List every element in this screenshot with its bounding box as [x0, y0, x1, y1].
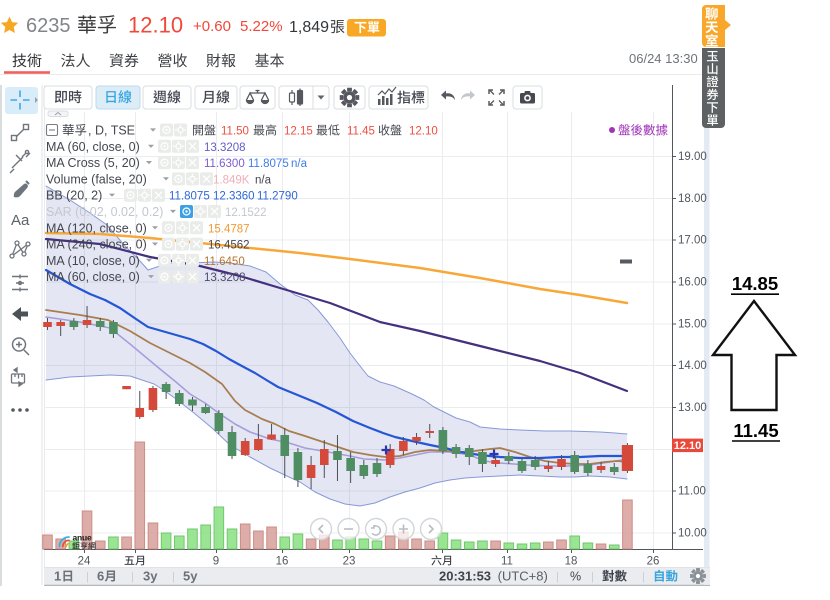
- svg-text:19.00: 19.00: [678, 151, 707, 163]
- svg-text:MA (60, close, 0): MA (60, close, 0): [46, 270, 140, 284]
- svg-text:MA (240, close, 0): MA (240, close, 0): [46, 238, 147, 252]
- svg-text:15.00: 15.00: [678, 318, 707, 330]
- svg-text:|: |: [642, 571, 645, 583]
- svg-text:11.6300: 11.6300: [204, 158, 245, 170]
- svg-text:13.3208: 13.3208: [204, 272, 246, 284]
- svg-text:12.10: 12.10: [409, 126, 438, 138]
- svg-text:9: 9: [213, 556, 219, 568]
- svg-text:13.3208: 13.3208: [204, 142, 246, 154]
- svg-text:1: 1: [54, 569, 61, 584]
- svg-text:BB (20, 2): BB (20, 2): [46, 189, 102, 203]
- svg-text:5.22%: 5.22%: [240, 18, 283, 35]
- svg-text:Aa: Aa: [11, 212, 30, 229]
- svg-text:14.85: 14.85: [732, 273, 778, 294]
- svg-text:Volume (false, 20): Volume (false, 20): [46, 172, 147, 186]
- svg-text:MA (10, close, 0): MA (10, close, 0): [46, 254, 140, 268]
- svg-text:18: 18: [565, 556, 578, 568]
- svg-text:12.1522: 12.1522: [225, 207, 267, 219]
- svg-text:MA (120, close, 0): MA (120, close, 0): [46, 221, 147, 235]
- svg-text:11.00: 11.00: [678, 486, 706, 498]
- svg-text:11.50: 11.50: [221, 126, 249, 138]
- svg-text:, D, TSE: , D, TSE: [88, 124, 135, 138]
- svg-text:06/24 13:30: 06/24 13:30: [629, 51, 698, 66]
- svg-text:11.8075: 11.8075: [248, 158, 289, 170]
- svg-text:11.2790: 11.2790: [257, 191, 298, 203]
- svg-text:11: 11: [501, 556, 513, 568]
- svg-text:11.45: 11.45: [733, 420, 778, 441]
- svg-text:3y: 3y: [143, 569, 158, 584]
- svg-text:10.00: 10.00: [678, 527, 707, 539]
- svg-text:16.00: 16.00: [678, 277, 707, 289]
- svg-text:|: |: [591, 571, 594, 583]
- svg-text:5y: 5y: [183, 569, 198, 584]
- svg-text:%: %: [570, 570, 581, 584]
- svg-text:11.6450: 11.6450: [204, 256, 245, 268]
- svg-text:24: 24: [78, 556, 91, 568]
- svg-text:|: |: [86, 571, 89, 583]
- svg-text:n/a: n/a: [291, 158, 308, 170]
- svg-text:n/a: n/a: [255, 174, 272, 186]
- svg-text:MA Cross (5, 20): MA Cross (5, 20): [46, 156, 140, 170]
- svg-text:anue: anue: [73, 533, 93, 543]
- svg-text:(UTC+8): (UTC+8): [494, 569, 548, 584]
- svg-text:12.10: 12.10: [128, 13, 183, 38]
- svg-text:15.4787: 15.4787: [208, 223, 250, 235]
- svg-text:20:31:53: 20:31:53: [439, 569, 491, 584]
- svg-text:12.15: 12.15: [284, 126, 313, 138]
- svg-text:+0.60: +0.60: [193, 18, 231, 35]
- svg-text:SAR (0.02, 0.02, 0.2): SAR (0.02, 0.02, 0.2): [46, 205, 163, 219]
- svg-text:MA (60, close, 0): MA (60, close, 0): [46, 140, 140, 154]
- svg-text:26: 26: [647, 556, 660, 568]
- svg-text:12.3360: 12.3360: [213, 191, 255, 203]
- svg-text:11.45: 11.45: [347, 126, 375, 138]
- svg-text:16: 16: [276, 556, 289, 568]
- svg-text:6235: 6235: [26, 15, 71, 37]
- svg-text:|: |: [556, 571, 559, 583]
- svg-text:6: 6: [97, 569, 104, 584]
- svg-text:17.00: 17.00: [678, 235, 707, 247]
- svg-text:|: |: [172, 571, 175, 583]
- svg-text:11.8075: 11.8075: [169, 191, 210, 203]
- svg-text:23: 23: [343, 556, 356, 568]
- svg-text:|: |: [131, 571, 134, 583]
- svg-text:13.00: 13.00: [678, 402, 707, 414]
- svg-text:1,849: 1,849: [289, 19, 329, 36]
- svg-text:12.10: 12.10: [674, 440, 702, 452]
- svg-text:16.4562: 16.4562: [208, 240, 250, 252]
- svg-text:1.849K: 1.849K: [213, 174, 250, 186]
- svg-text:18.00: 18.00: [678, 193, 707, 205]
- svg-text:14.00: 14.00: [678, 360, 707, 372]
